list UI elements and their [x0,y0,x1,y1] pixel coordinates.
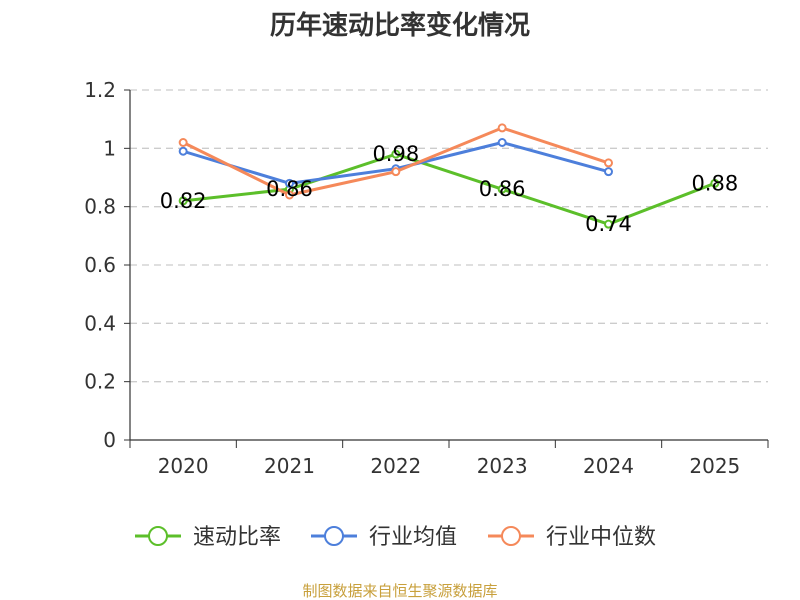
data-labels: 0.82 0.86 0.98 0.86 0.74 0.88 [160,142,738,236]
legend-label: 行业中位数 [546,525,656,550]
data-point [391,167,401,177]
data-label: 0.86 [479,177,526,201]
data-point [497,123,507,133]
legend-item-1[interactable]: 速动比率 [135,525,281,550]
data-point [178,138,188,147]
data-point [604,158,613,168]
data-point [285,178,294,188]
legend-marker [324,526,344,546]
data-point [497,184,507,194]
data-label: 0.82 [160,189,207,213]
y-tick-label: 0.6 [84,253,116,277]
x-tick-label: 2022 [370,454,421,478]
series-line-1 [183,152,716,226]
data-label: 0.86 [266,177,313,201]
y-tick-label: 0 [103,428,116,452]
data-label: 0.98 [372,142,419,166]
data-point [391,149,401,159]
axes: 0 0.2 0.4 0.6 0.8 1 1.2 2020 2021 2022 2023 2024 202… [84,78,769,478]
y-tick-label: 0.8 [84,195,116,219]
grid [130,89,768,383]
data-point [710,178,720,188]
chart-title: 历年速动比率变化情况 [270,10,530,41]
y-tick-label: 0.4 [84,311,116,335]
data-point [285,190,294,200]
x-tick-label: 2023 [477,454,528,478]
x-tick-label: 2021 [264,454,315,478]
x-tick-label: 2025 [689,454,740,478]
legend-item-2[interactable]: 行业均值 [311,525,457,550]
legend-marker [148,526,168,546]
y-tick-label: 0.2 [84,370,116,394]
legend[interactable]: 速动比率 行业均值 行业中位数 [135,525,656,550]
data-point [178,146,188,156]
series-lines [178,123,720,229]
data-point [604,167,613,177]
data-point [604,219,613,229]
y-tick-label: 1 [103,136,116,160]
source-note: 制图数据来自恒生聚源数据库 [302,582,497,600]
legend-label: 行业均值 [369,525,457,550]
legend-item-3[interactable]: 行业中位数 [488,525,656,550]
legend-label: 速动比率 [193,525,281,550]
data-label: 0.88 [691,171,738,195]
legend-marker [501,526,521,546]
x-tick-label: 2024 [583,454,634,478]
data-point [178,196,188,206]
x-tick-label: 2020 [158,454,209,478]
data-label: 0.74 [585,212,632,236]
data-point [497,138,507,147]
y-tick-label: 1.2 [84,78,116,102]
